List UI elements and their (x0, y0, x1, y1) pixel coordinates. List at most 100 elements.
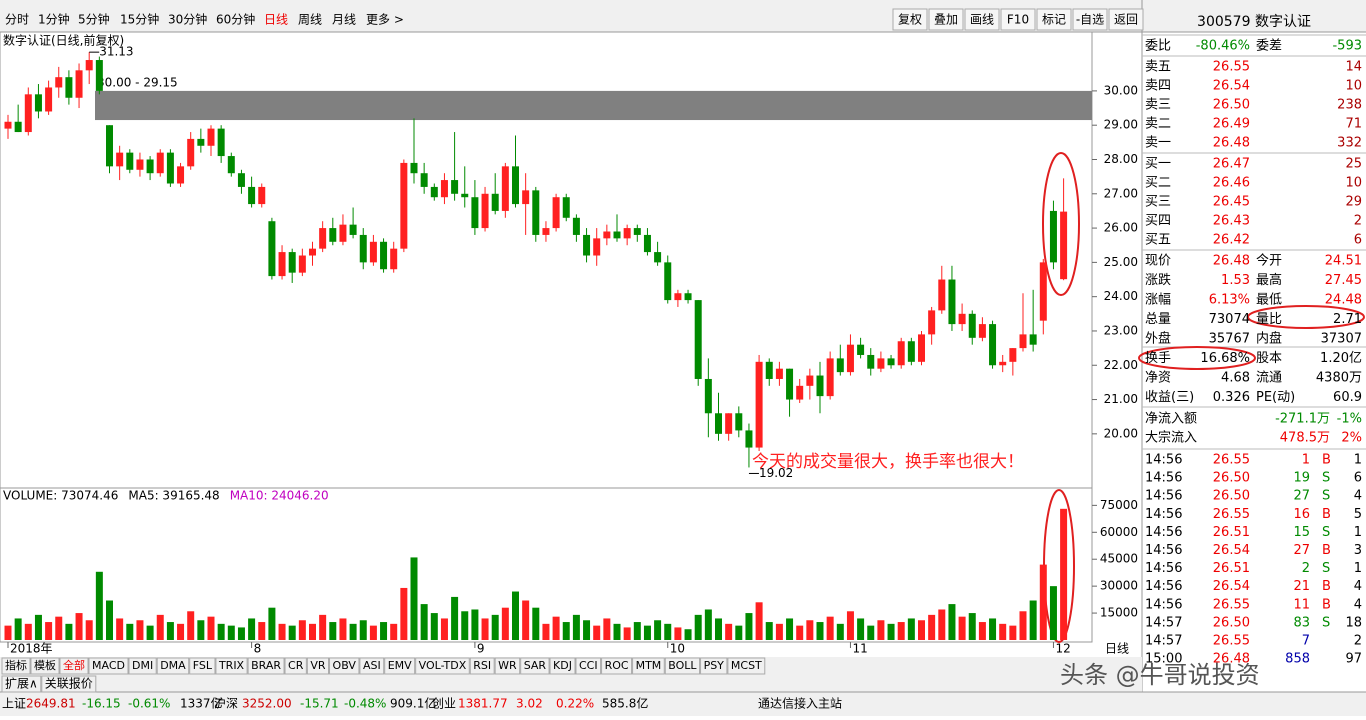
indicator-tab[interactable]: BOLL (668, 659, 697, 672)
volume-bar (55, 616, 63, 640)
indicator-tab[interactable]: WR (498, 659, 517, 672)
sidebar-cell: 26.55 (1213, 453, 1250, 468)
indicator-tab[interactable]: DMA (160, 659, 186, 672)
extra-tab[interactable]: 扩展∧ (5, 677, 38, 691)
indicator-tab[interactable]: KDJ (553, 659, 572, 672)
indicator-tab[interactable]: FSL (193, 659, 213, 672)
sidebar-cell: 73074 (1209, 312, 1250, 327)
extra-tab[interactable]: 关联报价 (45, 676, 93, 691)
sidebar-cell: 委差 (1256, 39, 1282, 54)
toolbar-item[interactable]: 分时 (5, 13, 29, 27)
toolbar-button[interactable] (1072, 8, 1108, 31)
toolbar-button[interactable] (1108, 8, 1144, 31)
indicator-tab[interactable]: VOL-TDX (419, 659, 467, 672)
toolbar-button[interactable] (1000, 8, 1036, 31)
toolbar-item[interactable]: 5分钟 (78, 12, 110, 27)
sidebar-cell: 18 (1345, 615, 1362, 630)
sidebar-cell: 14:56 (1145, 543, 1182, 558)
candle-body (593, 238, 601, 256)
toolbar-button[interactable] (928, 8, 964, 31)
volume-bar (897, 622, 905, 640)
sidebar-cell: 26.47 (1213, 157, 1250, 172)
toolbar-item[interactable]: 周线 (298, 13, 322, 27)
indicator-tab-border (469, 657, 495, 675)
volume-bar (197, 620, 205, 640)
candle-body (126, 152, 134, 170)
indicator-tab[interactable]: VR (310, 659, 326, 672)
toolbar-button[interactable] (892, 8, 928, 31)
indicator-tab-border (1, 657, 31, 675)
toolbar-item[interactable]: 1分钟 (38, 12, 70, 27)
toolbar-button[interactable] (1036, 8, 1072, 31)
candle-body (14, 121, 22, 133)
volume-bar (735, 625, 743, 640)
sidebar-cell: 15:00 (1145, 652, 1182, 667)
indicator-tab[interactable]: MTM (636, 659, 662, 672)
indicator-tab[interactable]: CR (288, 659, 304, 672)
candle-body (918, 334, 925, 362)
indicator-tab[interactable]: TRIX (218, 659, 245, 672)
candle-body (481, 193, 489, 229)
indicator-tab[interactable]: SAR (524, 659, 547, 672)
toolbar-item[interactable]: 15分钟 (120, 12, 159, 27)
toolbar-button-label: 画线 (970, 13, 994, 27)
sidebar-cell: S (1322, 615, 1330, 630)
toolbar-item[interactable]: 60分钟 (216, 12, 255, 27)
volume-bar (775, 623, 783, 640)
candle-body (278, 252, 286, 277)
volume-bar (75, 613, 83, 640)
volume-bar (725, 623, 733, 640)
extra-tab-border (41, 675, 97, 693)
volume-bar (227, 625, 235, 640)
indicator-tab[interactable]: 指标 (5, 658, 27, 672)
volume-bar (958, 616, 966, 640)
candle-body (877, 358, 885, 369)
sidebar-cell: 97 (1345, 652, 1362, 667)
sidebar-cell: 14:57 (1145, 615, 1182, 630)
volume-bar (359, 620, 367, 640)
candle-body (775, 368, 783, 379)
sidebar-cell: 今开 (1256, 253, 1282, 269)
indicator-tab[interactable]: DMI (132, 659, 153, 672)
sidebar-cell: 26.49 (1213, 117, 1250, 132)
x-tick-label: 9 (477, 642, 485, 656)
sidebar-cell: 买一 (1145, 157, 1171, 172)
indicator-tab[interactable]: MACD (92, 659, 125, 672)
toolbar-item[interactable]: 日线 (264, 13, 288, 27)
sidebar-cell: 238 (1337, 98, 1362, 113)
volume-bar (339, 618, 347, 640)
sidebar-cell: 19 (1293, 471, 1310, 486)
candle-body (106, 125, 113, 167)
indicator-tab[interactable]: ROC (605, 659, 629, 672)
volume-bar (745, 613, 753, 640)
toolbar-button[interactable] (964, 8, 1000, 31)
resistance-band (95, 90, 1092, 121)
sidebar-cell: S (1322, 471, 1330, 486)
sidebar-cell: 26.45 (1213, 195, 1250, 210)
indicator-tab[interactable]: 模板 (34, 658, 56, 672)
candle-body (532, 190, 540, 235)
indicator-tab[interactable]: CCI (579, 659, 598, 672)
status-item: 通达信接入主站 (758, 696, 842, 711)
toolbar-button-label: 标记 (1042, 13, 1066, 27)
sidebar-cell: 6 (1354, 233, 1362, 248)
sidebar-cell: 14:56 (1145, 579, 1182, 594)
indicator-tab[interactable]: RSI (473, 659, 491, 672)
toolbar-item[interactable]: 月线 (332, 13, 356, 27)
status-bg (0, 692, 1366, 716)
candle-body (846, 344, 854, 373)
indicator-tab[interactable]: EMV (388, 659, 412, 672)
indicator-tab[interactable]: MCST (731, 659, 762, 672)
sidebar-cell: 27 (1293, 489, 1310, 504)
volume-bar (177, 623, 185, 640)
indicator-tab[interactable]: PSY (704, 659, 725, 672)
indicator-tab[interactable]: BRAR (251, 659, 281, 672)
toolbar-item[interactable]: 30分钟 (168, 12, 207, 27)
toolbar-item[interactable]: 更多 > (366, 13, 404, 27)
sidebar-cell: 16 (1293, 507, 1310, 522)
candle-body (989, 324, 997, 366)
indicator-tab[interactable]: ASI (363, 659, 381, 672)
volume-bar (349, 623, 357, 640)
indicator-tab[interactable]: 全部 (63, 658, 85, 672)
indicator-tab[interactable]: OBV (333, 659, 357, 672)
